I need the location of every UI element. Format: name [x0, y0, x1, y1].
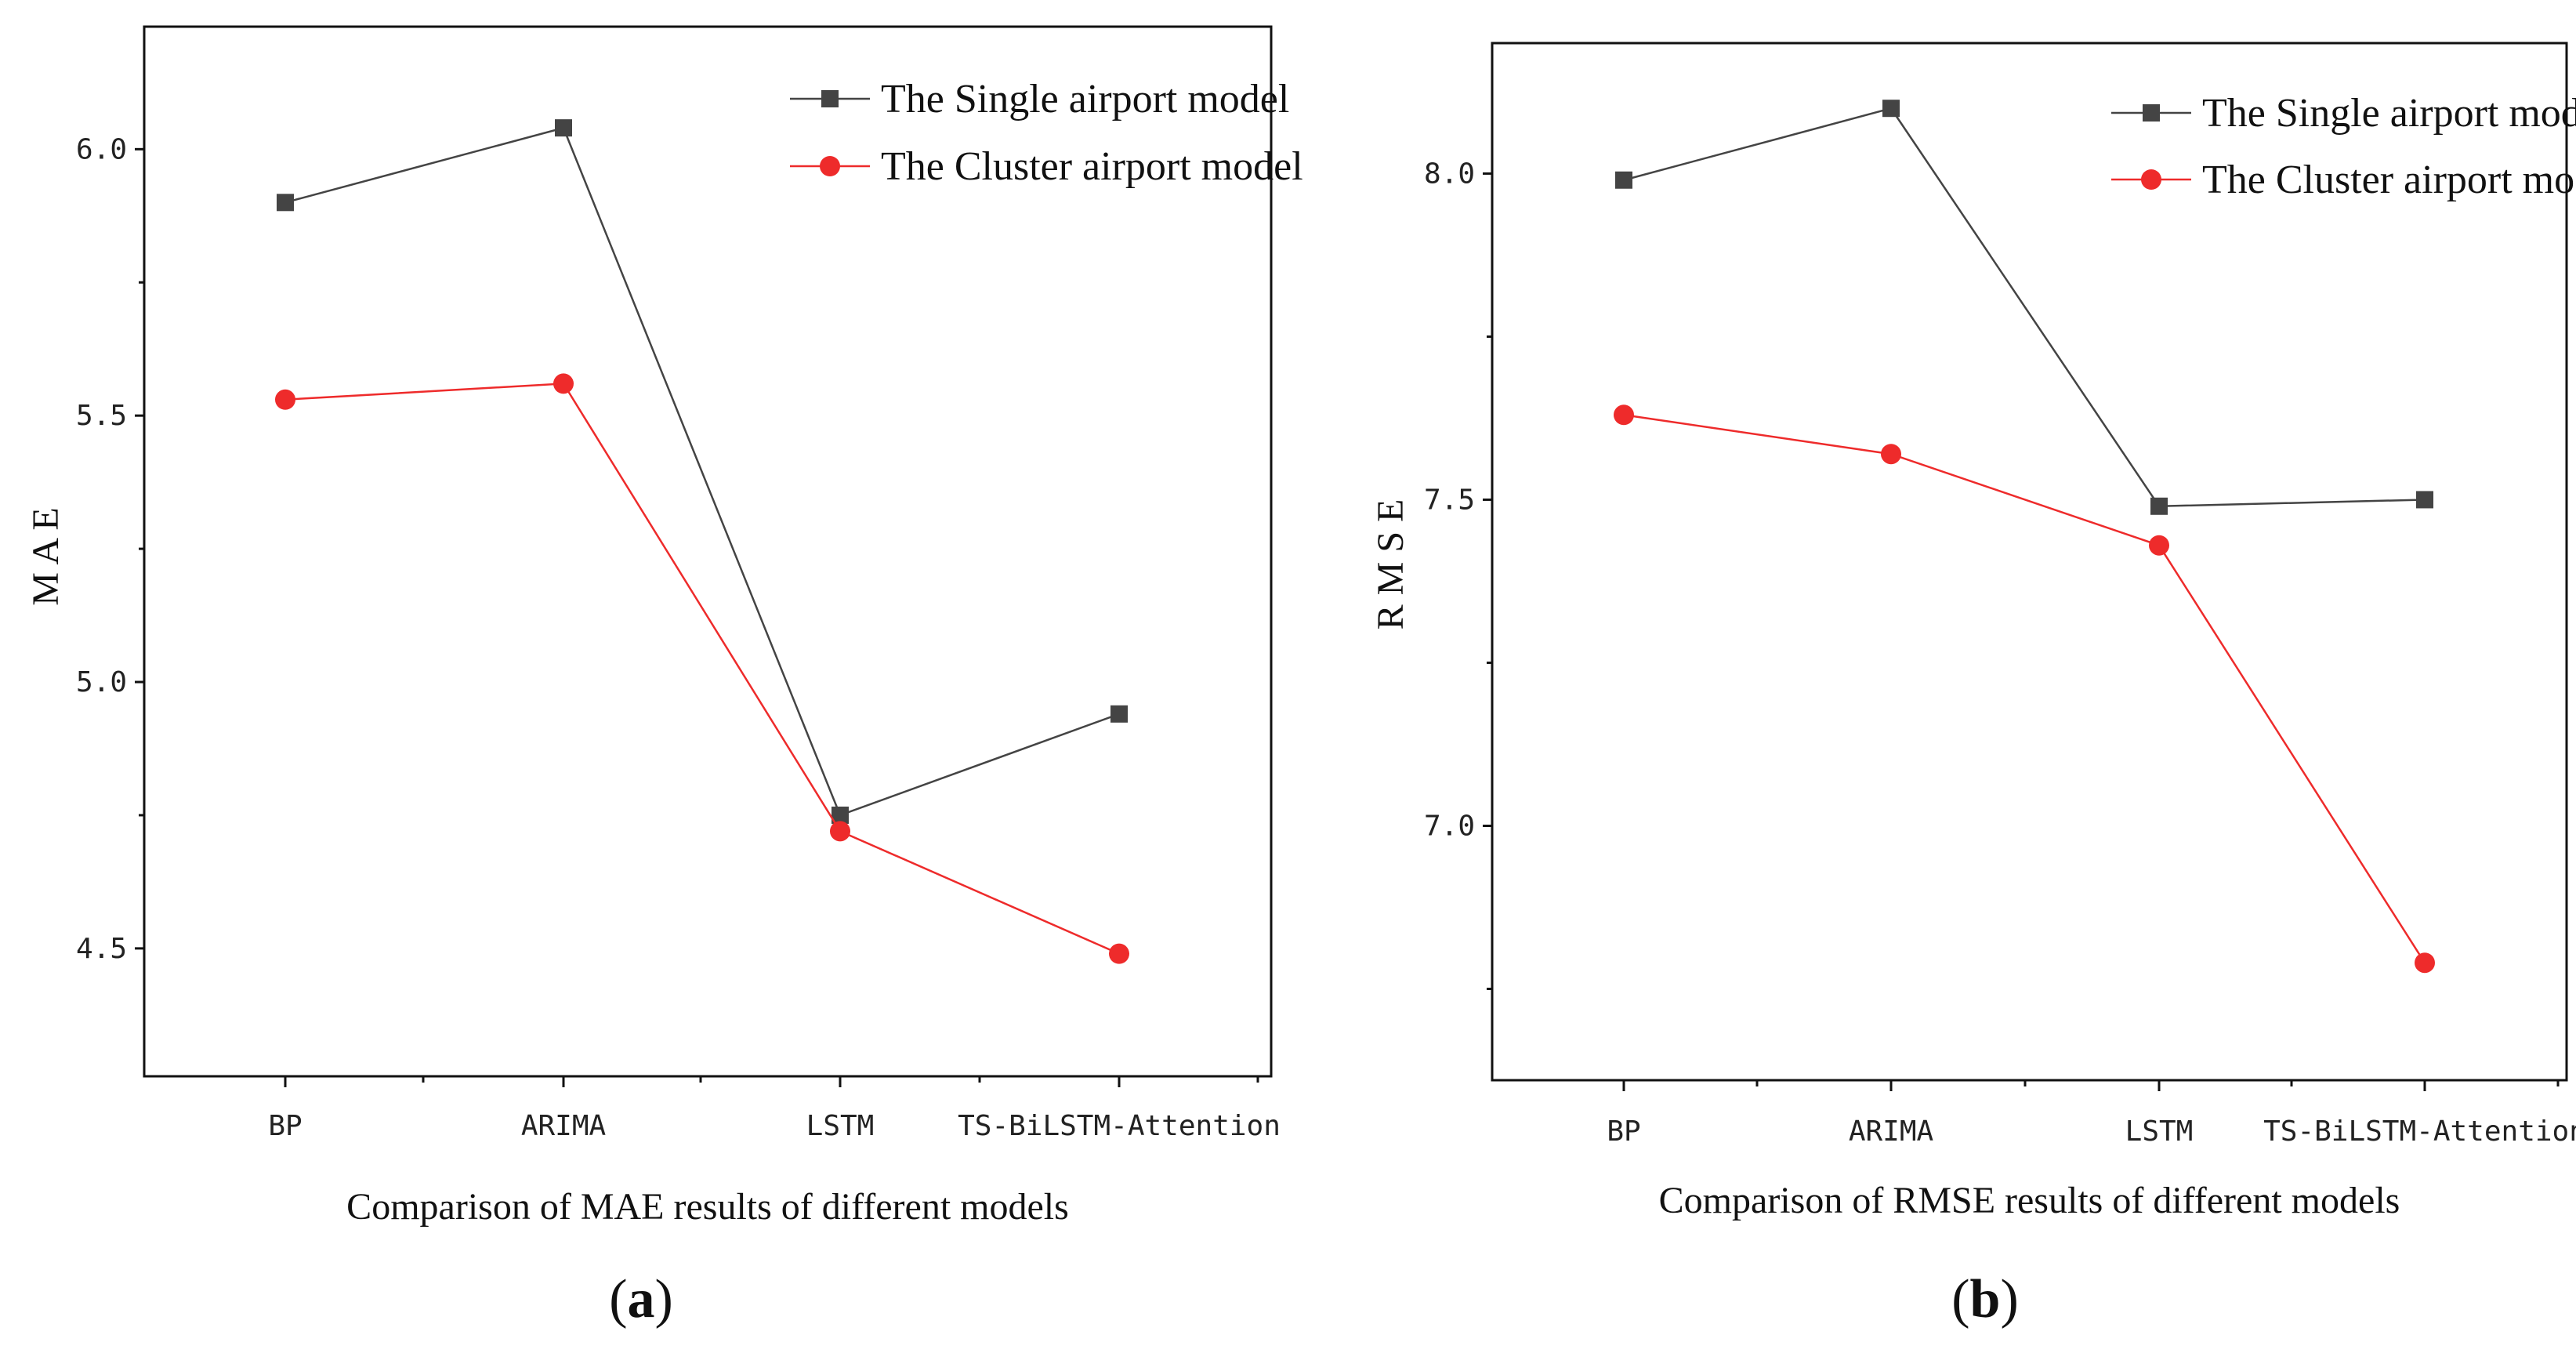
legend-label: The Single airport model: [881, 77, 1289, 122]
legend-label: The Cluster airport model: [2202, 158, 2576, 202]
plot-frame: [143, 25, 1273, 1078]
x-tick-label: TS-BiLSTM-Attention: [958, 1110, 1281, 1142]
x-tick-label: BP: [268, 1110, 302, 1142]
data-point-square: [555, 119, 572, 137]
x-axis-title: Comparison of RMSE results of different …: [1659, 1180, 2400, 1221]
panel-label: (b): [1951, 1269, 2019, 1329]
data-point-square: [277, 194, 294, 212]
series-line-cluster: [284, 383, 1120, 955]
chart-panel-b: 7.0 7.5 8.0 BP ARIMA LSTM TS-BiLSTM-Attention C…: [1370, 42, 2576, 1329]
data-point-circle: [275, 389, 295, 410]
data-point-square: [2150, 497, 2168, 515]
x-tick-label: ARIMA: [1849, 1115, 1934, 1148]
x-tick-label: BP: [1607, 1115, 1640, 1148]
legend-label: The Single airport model: [2202, 91, 2576, 136]
data-point-square: [1110, 705, 1128, 723]
y-tick-label: 5.0: [76, 666, 127, 698]
series-line-single: [1623, 107, 2426, 508]
chart-panel-a: 4.5 5.0 5.5 6.0 BP ARIMA LSTM TS-BiLSTM-Attenti…: [25, 25, 1303, 1329]
x-tick-label: TS-BiLSTM-Attention: [2263, 1115, 2576, 1148]
data-point-square: [1615, 171, 1632, 189]
series-line-single: [284, 126, 1120, 817]
y-tick-label: 5.5: [76, 400, 127, 432]
x-axis-title: Comparison of MAE results of different m…: [346, 1186, 1069, 1228]
legend-marker-circle: [2141, 169, 2161, 190]
y-tick-label: 6.0: [76, 133, 127, 165]
y-tick-label: 8.0: [1424, 158, 1475, 190]
y-tick-label: 7.5: [1424, 484, 1475, 516]
panel-label: (a): [609, 1269, 673, 1329]
data-point-circle: [1109, 943, 1129, 964]
data-point-circle: [830, 821, 850, 842]
data-point-circle: [2149, 535, 2169, 556]
data-point-circle: [1614, 404, 1634, 426]
y-tick-label: 7.0: [1424, 810, 1475, 842]
data-point-square: [1882, 100, 1900, 118]
x-tick-label: LSTM: [806, 1110, 875, 1142]
legend-marker-square: [2143, 104, 2160, 122]
x-tick-label: ARIMA: [521, 1110, 607, 1142]
y-axis-title: R M S E: [1370, 499, 1411, 630]
legend-label: The Cluster airport model: [881, 144, 1303, 189]
plot-frame: [1491, 42, 2568, 1082]
y-tick-label: 4.5: [76, 933, 127, 965]
x-tick-label: LSTM: [2125, 1115, 2194, 1148]
data-point-circle: [2415, 952, 2435, 974]
data-point-circle: [553, 373, 574, 394]
series-line-cluster: [1623, 414, 2426, 963]
legend-marker-square: [821, 90, 839, 107]
data-point-square: [831, 806, 849, 824]
legend-marker-circle: [820, 156, 840, 176]
data-point-square: [2416, 491, 2433, 509]
data-point-circle: [1881, 444, 1901, 465]
y-axis-title: M A E: [25, 507, 67, 605]
